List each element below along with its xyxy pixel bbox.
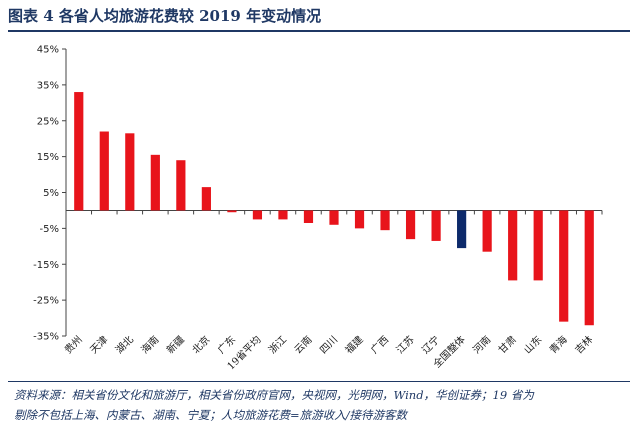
bar [150, 154, 160, 211]
bar [405, 210, 416, 240]
bar [329, 210, 339, 225]
x-category-label: 江苏 [393, 333, 416, 356]
y-tick-label: 45% [37, 45, 59, 56]
x-category-label: 吉林 [572, 333, 595, 356]
source-note: 资料来源：相关省份文化和旅游厅，相关省份政府官网，央视网，光明网，Wind，华创… [14, 385, 630, 425]
x-category-label: 甘肃 [495, 333, 518, 356]
x-category-label: 四川 [318, 334, 340, 356]
y-tick-label: 15% [37, 152, 59, 163]
y-tick-label: 25% [37, 116, 59, 127]
x-category-label: 海南 [138, 333, 161, 356]
bar [278, 210, 288, 220]
y-tick-label: 35% [37, 80, 59, 91]
x-category-label: 北京 [189, 333, 212, 356]
x-category-label: 广西 [369, 334, 392, 357]
x-category-label: 浙江 [266, 334, 289, 357]
x-category-label: 湖北 [113, 334, 136, 357]
y-tick-label: -25% [33, 296, 59, 307]
x-category-label: 辽宁 [419, 333, 442, 356]
source-line-1: 资料来源：相关省份文化和旅游厅，相关省份政府官网，央视网，光明网，Wind，华创… [14, 388, 534, 402]
bar [584, 210, 594, 326]
x-category-label: 河南 [470, 333, 493, 356]
x-category-label: 云南 [291, 333, 314, 356]
y-tick-label: -35% [33, 332, 59, 343]
bar [201, 187, 211, 211]
bar [482, 210, 492, 252]
bar [354, 210, 365, 229]
bar [533, 210, 543, 281]
bar [99, 131, 109, 211]
bar-chart: -35% -25% -15% -5% 5% 15% 25% 35% 45% 贵州 天津 湖北 海南 新疆… [33, 45, 603, 372]
x-axis-labels: 贵州 天津 湖北 海南 新疆 北京 广东19省平均 浙江 云南 四川 福建 广西 江苏 辽宁全国整体 河南甘… [62, 333, 596, 372]
source-divider [8, 381, 630, 382]
y-tick-label: -15% [33, 260, 59, 271]
x-category-label: 广东 [215, 333, 238, 356]
bar [252, 210, 263, 220]
bar [303, 210, 314, 223]
bar [227, 210, 237, 213]
bars-group [74, 92, 603, 326]
title-divider [8, 30, 630, 32]
x-category-label: 青海 [547, 333, 570, 356]
y-tick-label: -5% [40, 224, 59, 235]
bar [380, 210, 390, 231]
bar [176, 160, 186, 211]
bar [457, 210, 467, 249]
source-line-2: 剔除不包括上海、内蒙古、湖南、宁夏；人均旅游花费=旅游收入/接待游客数 [14, 408, 408, 422]
chart-title: 图表 4 各省人均旅游花费较 2019 年变动情况 [8, 7, 322, 25]
bar [125, 133, 135, 211]
x-category-label: 福建 [342, 333, 365, 356]
x-category-label: 天津 [88, 334, 111, 357]
bar [74, 92, 84, 211]
x-category-label: 山东 [521, 333, 544, 356]
x-category-label: 新疆 [164, 333, 187, 356]
bar [508, 210, 518, 281]
y-axis: -35% -25% -15% -5% 5% 15% 25% 35% 45% [33, 45, 602, 343]
bar [431, 210, 441, 241]
bar [559, 210, 569, 322]
y-tick-label: 5% [43, 188, 59, 199]
